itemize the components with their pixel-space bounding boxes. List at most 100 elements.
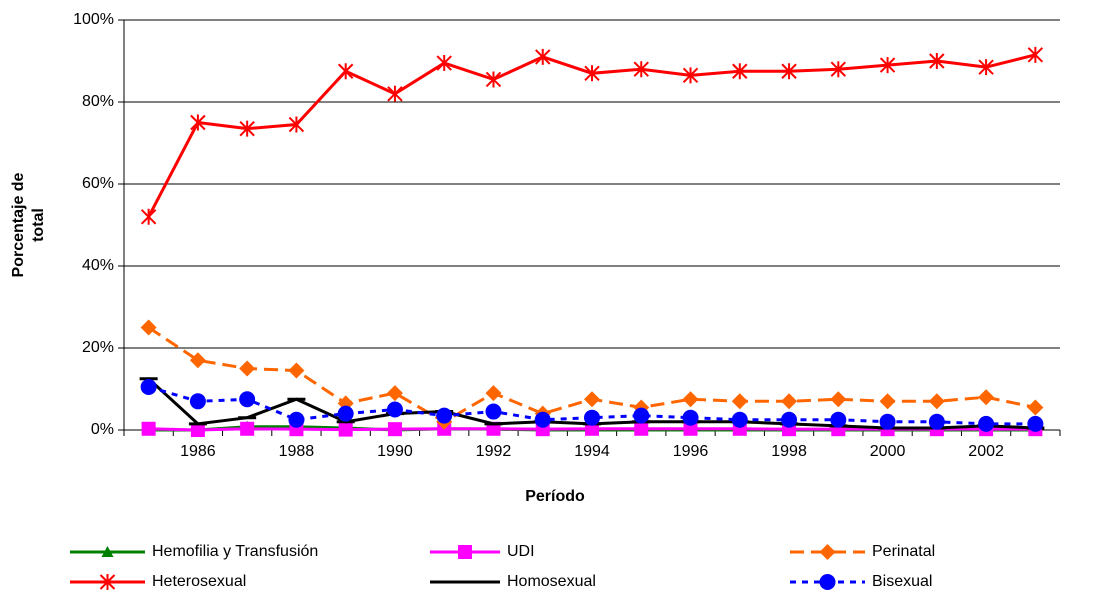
marker [240, 421, 255, 436]
y-tick-label: 60% [82, 175, 114, 192]
marker [731, 411, 748, 428]
marker [584, 409, 600, 426]
marker [682, 409, 699, 426]
marker [1027, 46, 1044, 63]
marker [781, 63, 797, 80]
y-tick-label: 40% [82, 257, 114, 274]
marker [485, 385, 502, 402]
legend-item: Homosexual [430, 573, 596, 590]
marker [1027, 399, 1044, 416]
marker [781, 411, 798, 428]
marker [534, 411, 551, 428]
legend-label: UDI [507, 543, 535, 560]
y-tick-label: 100% [73, 11, 114, 28]
marker [485, 403, 502, 420]
legend-item: UDI [430, 543, 535, 560]
marker [633, 61, 649, 78]
x-tick-label: 1998 [771, 443, 807, 460]
marker [387, 85, 403, 102]
marker [239, 391, 256, 408]
marker [830, 61, 847, 78]
legend-marker [819, 544, 836, 560]
series-line [147, 326, 1036, 424]
marker [386, 401, 403, 418]
marker [535, 48, 551, 65]
marker [485, 71, 502, 88]
marker [781, 393, 798, 410]
legend-marker [101, 546, 114, 557]
marker [633, 407, 650, 424]
x-tick-label: 1988 [279, 443, 315, 460]
x-tick-label: 1996 [673, 443, 709, 460]
y-axis-label-line: Porcentaje de [10, 172, 27, 277]
marker [288, 116, 305, 133]
marker [879, 57, 896, 74]
marker [436, 55, 452, 72]
marker [830, 391, 847, 408]
x-axis-label: Período [525, 488, 585, 505]
x-tick-label: 2000 [870, 443, 906, 460]
marker [239, 120, 255, 137]
legend-label: Heterosexual [152, 573, 246, 590]
marker [288, 411, 305, 428]
marker [436, 407, 453, 424]
legend-marker [99, 574, 116, 590]
marker [682, 67, 699, 84]
marker [239, 360, 256, 377]
marker [189, 352, 206, 369]
marker [386, 385, 403, 402]
marker [189, 393, 206, 410]
legend-label: Hemofilia y Transfusión [152, 543, 318, 560]
marker [190, 423, 205, 437]
x-tick-label: 1990 [377, 443, 413, 460]
x-tick-label: 1994 [574, 443, 610, 460]
marker [337, 63, 354, 80]
marker [387, 422, 402, 437]
marker [584, 65, 600, 82]
x-tick-label: 1986 [180, 443, 216, 460]
marker [337, 405, 354, 422]
y-tick-label: 0% [91, 421, 114, 438]
marker [978, 415, 995, 432]
y-tick-label: 20% [82, 339, 114, 356]
legend-item: Perinatal [790, 543, 935, 560]
marker [879, 393, 896, 410]
legend-label: Bisexual [872, 573, 932, 590]
legend-label: Homosexual [507, 573, 596, 590]
marker [929, 53, 945, 69]
marker [288, 362, 305, 379]
y-tick-label: 80% [82, 93, 114, 110]
marker [830, 411, 847, 428]
marker [682, 391, 699, 408]
marker [1027, 415, 1044, 432]
legend-label: Perinatal [872, 543, 935, 560]
marker [140, 378, 157, 395]
marker [732, 63, 748, 80]
x-tick-label: 2002 [968, 443, 1004, 460]
marker [141, 421, 156, 436]
marker [928, 393, 945, 410]
marker [190, 114, 206, 131]
marker [634, 421, 649, 436]
y-axis-label-line: total [30, 208, 47, 242]
marker [140, 319, 157, 336]
legend-item: Hemofilia y Transfusión [70, 543, 318, 560]
series [140, 46, 1044, 225]
marker [879, 413, 896, 430]
marker [731, 393, 748, 410]
marker [338, 422, 353, 437]
marker [928, 413, 945, 430]
legend-item: Bisexual [790, 573, 932, 590]
legend-marker [458, 545, 472, 559]
series [140, 378, 1044, 432]
marker [140, 208, 157, 225]
legend-marker [819, 574, 836, 590]
legend-item: Heterosexual [70, 573, 246, 590]
marker [978, 389, 995, 406]
x-tick-label: 1992 [476, 443, 512, 460]
marker [978, 59, 994, 76]
marker [584, 391, 600, 408]
marker [683, 421, 698, 436]
